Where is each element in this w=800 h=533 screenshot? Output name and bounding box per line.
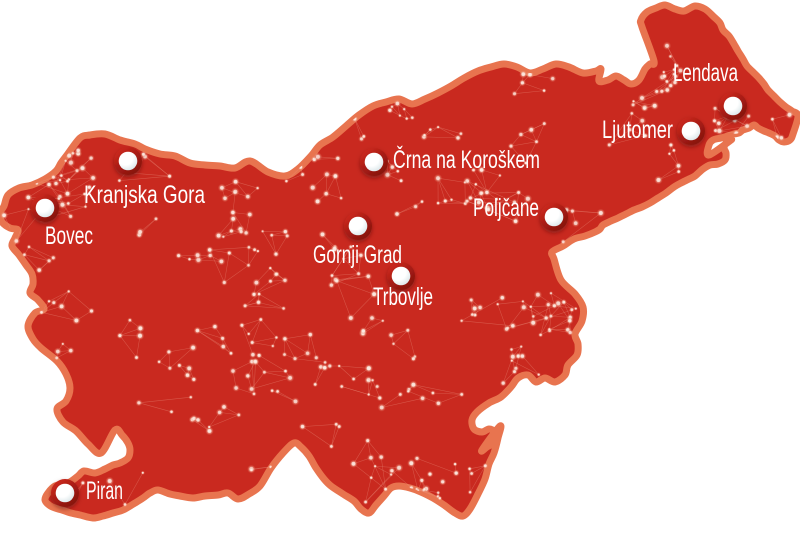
svg-text:Kranjska Gora: Kranjska Gora <box>84 181 205 209</box>
svg-text:Črna na Koroškem: Črna na Koroškem <box>393 145 540 174</box>
svg-text:Piran: Piran <box>86 477 123 505</box>
svg-text:Lendava: Lendava <box>673 59 738 87</box>
svg-text:Bovec: Bovec <box>45 222 93 250</box>
svg-text:Ljutomer: Ljutomer <box>602 116 673 144</box>
svg-text:Poljčane: Poljčane <box>473 194 539 222</box>
svg-text:Gornji Grad: Gornji Grad <box>313 241 402 269</box>
svg-text:Trbovlje: Trbovlje <box>373 283 433 311</box>
